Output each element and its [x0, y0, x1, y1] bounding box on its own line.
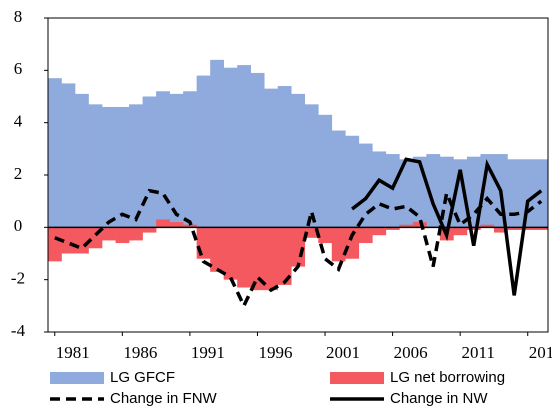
- bar: [210, 227, 224, 272]
- bar: [304, 104, 319, 228]
- bar: [142, 96, 157, 228]
- bar: [358, 227, 373, 244]
- bar: [264, 88, 279, 228]
- bar: [331, 227, 346, 262]
- bar: [250, 227, 265, 291]
- bar: [156, 91, 170, 228]
- bar: [223, 227, 238, 280]
- x-tick-label: 2016: [529, 343, 552, 362]
- bar: [223, 67, 238, 228]
- bar: [318, 114, 333, 228]
- bar: [75, 227, 89, 254]
- bar: [507, 159, 522, 228]
- y-tick-label: 8: [14, 7, 23, 26]
- bar: [169, 93, 184, 228]
- x-tick-label: 1981: [56, 343, 90, 362]
- bar: [196, 227, 211, 259]
- bar: [453, 159, 468, 228]
- bar: [102, 106, 116, 228]
- bar: [520, 159, 535, 228]
- bar: [480, 224, 495, 228]
- bar: [169, 222, 184, 228]
- bar: [88, 104, 103, 228]
- y-tick-label: 0: [14, 216, 23, 235]
- plot-frame: [47, 17, 549, 333]
- legend-label: Change in NW: [390, 390, 488, 407]
- bar: [534, 227, 549, 230]
- legend-label: LG net borrowing: [390, 369, 505, 386]
- bar: [331, 130, 346, 228]
- x-tick-label: 1996: [258, 343, 292, 362]
- bar: [507, 227, 522, 230]
- bar: [237, 65, 252, 228]
- bar: [129, 104, 143, 228]
- bar: [48, 227, 62, 262]
- bar: [277, 227, 292, 285]
- bar: [304, 227, 319, 238]
- bar: [115, 227, 130, 244]
- bar: [385, 154, 400, 228]
- legend-swatch: [50, 372, 104, 384]
- bar: [291, 93, 306, 228]
- bar: [493, 227, 508, 233]
- line: [54, 187, 543, 310]
- legend-label: LG GFCF: [110, 369, 175, 386]
- legend-swatch: [330, 372, 384, 384]
- bar: [534, 159, 549, 228]
- bar: [115, 106, 130, 228]
- x-tick-label: 2011: [461, 343, 494, 362]
- y-tick-label: 2: [14, 164, 23, 183]
- bar: [61, 227, 76, 254]
- bar: [183, 224, 197, 228]
- bar: [237, 227, 252, 288]
- bar: [385, 227, 400, 230]
- bar: [399, 224, 414, 228]
- y-tick-label: 6: [14, 59, 23, 78]
- bar: [75, 93, 89, 228]
- x-tick-label: 2006: [394, 343, 428, 362]
- bar: [466, 227, 481, 230]
- bar: [250, 72, 265, 228]
- x-tick-label: 2001: [326, 343, 360, 362]
- bar: [318, 227, 333, 244]
- bar: [358, 143, 373, 228]
- bar: [291, 227, 306, 267]
- line: [351, 157, 543, 296]
- bar: [345, 227, 360, 259]
- bar: [453, 227, 468, 236]
- x-tick-label: 1986: [123, 343, 157, 362]
- bar: [210, 59, 224, 228]
- bar: [102, 227, 116, 241]
- bar: [142, 227, 157, 233]
- bar: [345, 135, 360, 228]
- bar: [520, 227, 535, 230]
- x-tick-label: 1991: [191, 343, 225, 362]
- bar: [196, 75, 211, 228]
- bar: [183, 91, 197, 228]
- bar: [61, 83, 76, 228]
- bar: [156, 219, 170, 228]
- bar: [48, 78, 62, 228]
- y-tick-label: 4: [14, 112, 23, 131]
- bar: [264, 227, 279, 291]
- bar: [372, 151, 387, 228]
- bar: [412, 222, 427, 228]
- y-tick-label: -2: [11, 269, 25, 288]
- bar: [129, 227, 143, 241]
- legend-label: Change in FNW: [110, 390, 218, 407]
- y-tick-label: -4: [11, 321, 26, 340]
- bar: [372, 227, 387, 236]
- bar: [277, 86, 292, 228]
